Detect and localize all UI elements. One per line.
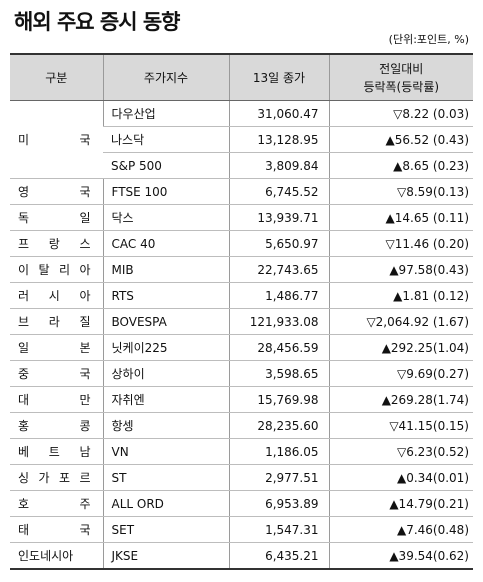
- header-category: 구분: [10, 53, 103, 101]
- header-change: 전일대비 등락폭(등락률): [328, 53, 473, 101]
- close-cell: 3,598.65: [228, 360, 329, 387]
- index-cell: 닛케이225: [102, 334, 229, 361]
- index-cell: 닥스: [102, 204, 229, 231]
- country-cell: 홍 콩: [10, 412, 103, 439]
- index-cell: 항셍: [102, 412, 229, 439]
- close-cell: 5,650.97: [228, 230, 329, 257]
- table-row: S&P 500 3,809.84 ▲8.65 (0.23): [10, 152, 473, 179]
- change-cell: ▲8.65 (0.23): [328, 152, 473, 179]
- country-cell: 싱 가 포 르: [10, 464, 103, 491]
- index-cell: 다우산업: [102, 100, 229, 127]
- index-cell: S&P 500: [103, 152, 229, 179]
- close-cell: 13,939.71: [228, 204, 329, 231]
- change-cell: ▲1.81 (0.12): [328, 282, 473, 309]
- unit-note: (단위:포인트, %): [388, 33, 469, 46]
- table-row: 호 주 ALL ORD 6,953.89 ▲14.79(0.21): [10, 490, 473, 517]
- change-cell: ▲39.54(0.62): [328, 542, 473, 570]
- index-cell: FTSE 100: [102, 178, 229, 205]
- index-cell: JKSE: [102, 542, 229, 570]
- close-cell: 6,953.89: [228, 490, 329, 517]
- close-cell: 1,547.31: [228, 516, 329, 543]
- table-row: 프 랑 스 CAC 40 5,650.97 ▽11.46 (0.20): [10, 230, 473, 257]
- stock-index-table: 구분 주가지수 13일 종가 전일대비 등락폭(등락률) 미 국 다우산업 31…: [10, 53, 473, 570]
- table-row: 태 국 SET 1,547.31 ▲7.46(0.48): [10, 516, 473, 543]
- index-cell: 자취엔: [102, 386, 229, 413]
- country-cell: 독 일: [10, 204, 103, 231]
- index-cell: MIB: [102, 256, 229, 283]
- table-row: 독 일 닥스 13,939.71 ▲14.65 (0.11): [10, 204, 473, 231]
- table-row: 대 만 자취엔 15,769.98 ▲269.28(1.74): [10, 386, 473, 413]
- index-cell: BOVESPA: [102, 308, 229, 335]
- change-cell: ▽41.15(0.15): [328, 412, 473, 439]
- table-row: 싱 가 포 르 ST 2,977.51 ▲0.34(0.01): [10, 464, 473, 491]
- table-row: 브 라 질 BOVESPA 121,933.08 ▽2,064.92 (1.67…: [10, 308, 473, 335]
- table-row: 홍 콩 항셍 28,235.60 ▽41.15(0.15): [10, 412, 473, 439]
- change-cell: ▲14.79(0.21): [328, 490, 473, 517]
- country-cell: 미 국: [10, 100, 103, 179]
- close-cell: 6,745.52: [228, 178, 329, 205]
- country-cell: 일 본: [10, 334, 103, 361]
- change-cell: ▽2,064.92 (1.67): [328, 308, 473, 335]
- country-cell: 브 라 질: [10, 308, 103, 335]
- close-cell: 1,486.77: [228, 282, 329, 309]
- table-row: 영 국 FTSE 100 6,745.52 ▽8.59(0.13): [10, 178, 473, 205]
- close-cell: 31,060.47: [228, 100, 329, 127]
- country-cell: 인도네시아: [10, 542, 103, 570]
- close-cell: 121,933.08: [228, 308, 329, 335]
- country-cell: 이 탈 리 아: [10, 256, 103, 283]
- country-cell: 러 시 아: [10, 282, 103, 309]
- index-cell: RTS: [102, 282, 229, 309]
- header-change-line1: 전일대비: [379, 61, 424, 76]
- change-cell: ▲292.25(1.04): [328, 334, 473, 361]
- index-cell: 상하이: [102, 360, 229, 387]
- country-cell: 프 랑 스: [10, 230, 103, 257]
- country-cell: 대 만: [10, 386, 103, 413]
- close-cell: 15,769.98: [228, 386, 329, 413]
- change-cell: ▽6.23(0.52): [328, 438, 473, 465]
- change-cell: ▲56.52 (0.43): [328, 126, 473, 153]
- index-cell: SET: [102, 516, 229, 543]
- change-cell: ▲0.34(0.01): [328, 464, 473, 491]
- change-cell: ▲269.28(1.74): [328, 386, 473, 413]
- index-cell: 나스닥: [103, 126, 229, 153]
- close-cell: 1,186.05: [228, 438, 329, 465]
- index-cell: CAC 40: [102, 230, 229, 257]
- table-row: 베 트 남 VN 1,186.05 ▽6.23(0.52): [10, 438, 473, 465]
- index-cell: VN: [102, 438, 229, 465]
- country-cell: 영 국: [10, 178, 103, 205]
- header-index: 주가지수: [102, 53, 229, 101]
- change-cell: ▽8.59(0.13): [328, 178, 473, 205]
- table-row: 이 탈 리 아 MIB 22,743.65 ▲97.58(0.43): [10, 256, 473, 283]
- country-cell: 베 트 남: [10, 438, 103, 465]
- header-change-line2: 등락폭(등락률): [363, 79, 440, 94]
- close-cell: 2,977.51: [228, 464, 329, 491]
- change-cell: ▽9.69(0.27): [328, 360, 473, 387]
- change-cell: ▽8.22 (0.03): [328, 100, 473, 127]
- close-cell: 28,235.60: [228, 412, 329, 439]
- close-cell: 22,743.65: [228, 256, 329, 283]
- close-cell: 3,809.84: [228, 152, 329, 179]
- close-cell: 13,128.95: [228, 126, 329, 153]
- table-header-row: 구분 주가지수 13일 종가 전일대비 등락폭(등락률): [10, 53, 473, 101]
- close-cell: 6,435.21: [228, 542, 329, 570]
- index-cell: ST: [102, 464, 229, 491]
- change-cell: ▲14.65 (0.11): [328, 204, 473, 231]
- table-row: 미 국 다우산업 31,060.47 ▽8.22 (0.03): [10, 100, 473, 179]
- close-cell: 28,456.59: [228, 334, 329, 361]
- country-cell: 호 주: [10, 490, 103, 517]
- country-cell: 중 국: [10, 360, 103, 387]
- index-cell: ALL ORD: [102, 490, 229, 517]
- table-row: 중 국 상하이 3,598.65 ▽9.69(0.27): [10, 360, 473, 387]
- header-close: 13일 종가: [228, 53, 329, 101]
- change-cell: ▲97.58(0.43): [328, 256, 473, 283]
- country-cell: 태 국: [10, 516, 103, 543]
- page-title: 해외 주요 증시 동향: [14, 10, 180, 34]
- table-row: 인도네시아 JKSE 6,435.21 ▲39.54(0.62): [10, 542, 473, 570]
- table-row: 일 본 닛케이225 28,456.59 ▲292.25(1.04): [10, 334, 473, 361]
- table-row: 러 시 아 RTS 1,486.77 ▲1.81 (0.12): [10, 282, 473, 309]
- change-cell: ▲7.46(0.48): [328, 516, 473, 543]
- table-row: 나스닥 13,128.95 ▲56.52 (0.43): [10, 126, 473, 153]
- change-cell: ▽11.46 (0.20): [328, 230, 473, 257]
